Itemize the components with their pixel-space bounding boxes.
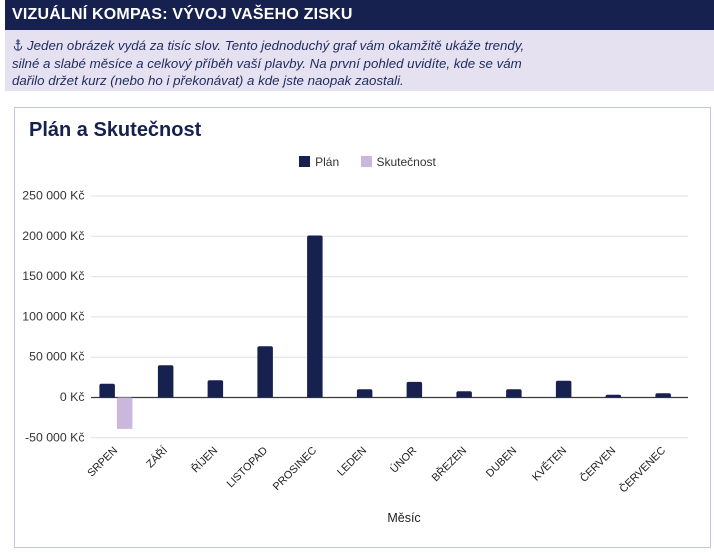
svg-text:ŘÍJEN: ŘÍJEN	[189, 444, 220, 475]
svg-text:DUBEN: DUBEN	[484, 445, 519, 480]
svg-text:0 Kč: 0 Kč	[60, 390, 85, 404]
svg-text:-50 000 Kč: -50 000 Kč	[25, 430, 84, 444]
svg-text:BŘEZEN: BŘEZEN	[429, 444, 469, 484]
svg-text:100 000 Kč: 100 000 Kč	[22, 309, 84, 323]
svg-text:150 000 Kč: 150 000 Kč	[22, 269, 84, 283]
svg-text:Měsíc: Měsíc	[387, 511, 420, 525]
svg-text:LISTOPAD: LISTOPAD	[225, 444, 271, 490]
svg-text:PROSINEC: PROSINEC	[271, 445, 320, 494]
svg-text:SRPEN: SRPEN	[85, 445, 120, 480]
svg-text:LEDEN: LEDEN	[335, 445, 369, 479]
svg-text:250 000 Kč: 250 000 Kč	[22, 189, 84, 203]
svg-text:KVĚTEN: KVĚTEN	[529, 444, 569, 484]
svg-text:ÚNOR: ÚNOR	[387, 444, 419, 476]
svg-text:ZÁŘÍ: ZÁŘÍ	[144, 444, 171, 471]
svg-text:200 000 Kč: 200 000 Kč	[22, 229, 84, 243]
svg-text:ČERVEN: ČERVEN	[577, 444, 618, 485]
svg-text:50 000 Kč: 50 000 Kč	[29, 350, 84, 364]
svg-text:ČERVENEC: ČERVENEC	[617, 444, 669, 496]
